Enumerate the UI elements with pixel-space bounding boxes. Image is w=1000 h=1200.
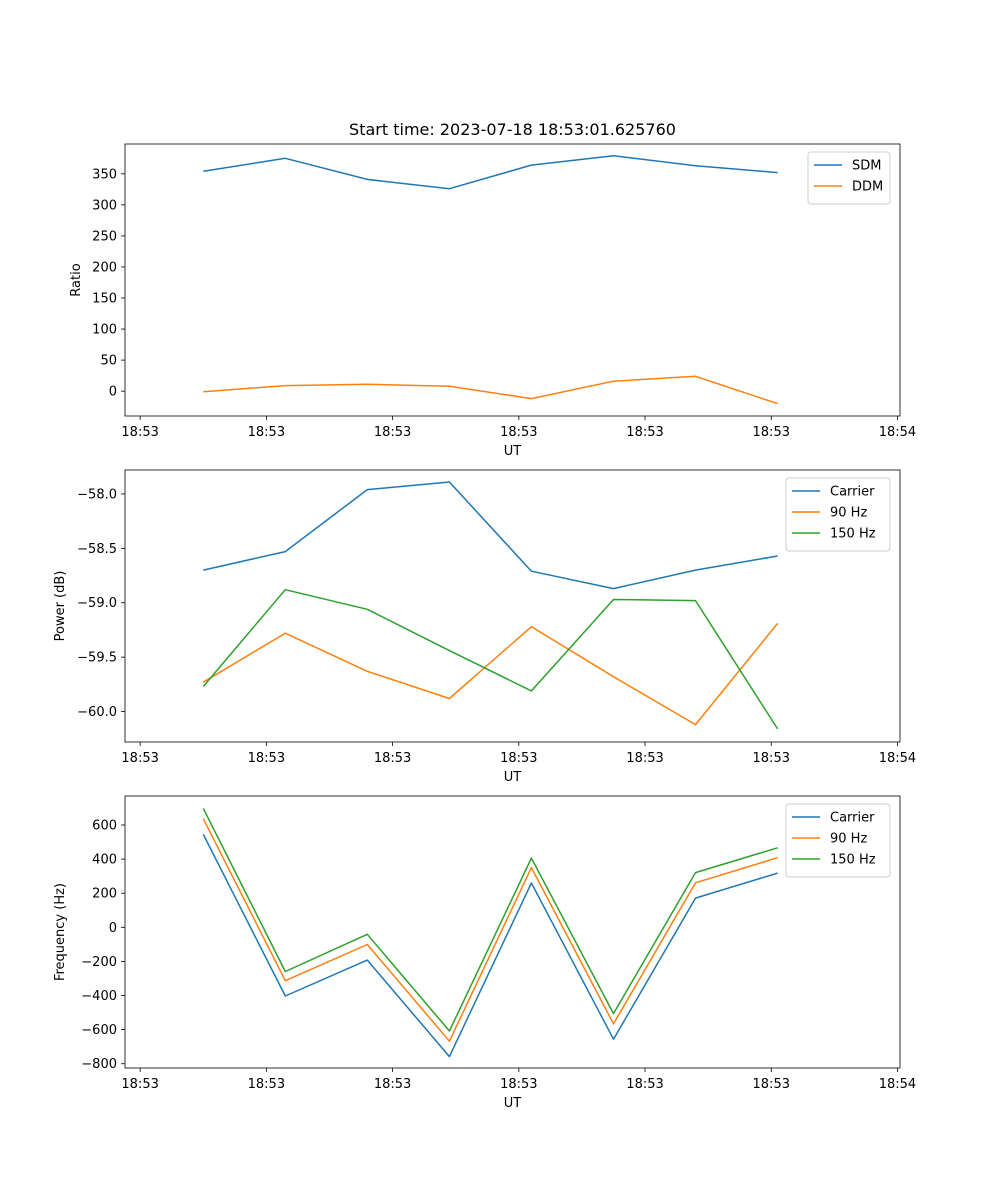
x-tick-label: 18:53 (248, 751, 285, 766)
y-axis-label: Power (dB) (53, 571, 68, 642)
y-tick-label: 50 (100, 354, 117, 369)
y-tick-label: 150 (92, 292, 117, 307)
legend-label: 150 Hz (830, 527, 876, 542)
series-line-ddm (203, 375, 778, 405)
x-axis-label: UT (504, 1096, 522, 1111)
series-line-90-hz (202, 818, 778, 1042)
legend-label: Carrier (830, 485, 875, 500)
y-tick-label: 600 (92, 818, 117, 833)
x-tick-label: 18:53 (374, 751, 411, 766)
y-tick-label: −60.0 (77, 705, 117, 720)
x-tick-label: 18:54 (879, 425, 916, 440)
y-tick-label: 300 (92, 198, 117, 213)
x-tick-label: 18:53 (753, 425, 790, 440)
series-line-150-hz (202, 588, 779, 730)
x-tick-label: 18:53 (626, 1077, 663, 1092)
series-line-150-hz (202, 808, 778, 1032)
y-tick-label: 0 (109, 385, 117, 400)
axes-frame (124, 795, 901, 1069)
x-tick-label: 18:53 (121, 751, 158, 766)
x-tick-label: 18:53 (626, 425, 663, 440)
y-tick-label: 200 (92, 887, 117, 902)
panel-2: 18:53 18:53 18:53 18:53 18:53 18:53 18:54 −60.0… (53, 469, 916, 785)
x-tick-label: 18:53 (753, 1077, 790, 1092)
x-tick-label: 18:53 (753, 751, 790, 766)
series-line-carrier (202, 834, 778, 1058)
y-tick-label: −58.0 (77, 487, 117, 502)
x-tick-label: 18:53 (248, 425, 285, 440)
x-axis-label: UT (504, 770, 522, 785)
x-tick-label: 18:53 (500, 425, 537, 440)
x-tick-label: 18:53 (248, 1077, 285, 1092)
legend-label: DDM (852, 180, 883, 195)
x-tick-label: 18:54 (879, 751, 916, 766)
legend-label: SDM (852, 159, 881, 174)
legend-label: 90 Hz (830, 506, 867, 521)
legend: Carrier 90 Hz 150 Hz (785, 477, 891, 552)
y-tick-label: −59.5 (77, 651, 117, 666)
y-tick-label: 250 (92, 229, 117, 244)
panel-1: 18:53 18:53 18:53 18:53 18:53 18:53 18:54 0 50 10… (69, 143, 916, 459)
y-axis-label: Ratio (69, 263, 84, 296)
x-axis-label: UT (504, 444, 522, 459)
y-tick-label: −58.5 (77, 542, 117, 557)
x-tick-label: 18:53 (500, 1077, 537, 1092)
legend: Carrier 90 Hz 150 Hz (785, 803, 891, 878)
chart-title: Start time: 2023-07-18 18:53:01.625760 (349, 120, 676, 139)
y-tick-label: 200 (92, 260, 117, 275)
x-tick-label: 18:54 (879, 1077, 916, 1092)
x-tick-label: 18:53 (121, 1077, 158, 1092)
y-tick-label: 350 (92, 167, 117, 182)
y-tick-label: −59.0 (77, 596, 117, 611)
series-line-carrier (203, 481, 778, 590)
legend: SDM DDM (807, 151, 891, 205)
y-tick-label: 0 (109, 921, 117, 936)
y-tick-label: −400 (81, 989, 117, 1004)
x-tick-label: 18:53 (374, 1077, 411, 1092)
y-tick-label: −800 (81, 1057, 117, 1072)
y-tick-label: 400 (92, 853, 117, 868)
legend-label: 150 Hz (830, 853, 876, 868)
x-tick-label: 18:53 (626, 751, 663, 766)
y-tick-label: 100 (92, 323, 117, 338)
y-axis-label: Frequency (Hz) (53, 883, 68, 981)
x-tick-label: 18:53 (500, 751, 537, 766)
panel-3: 18:53 18:53 18:53 18:53 18:53 18:53 18:54 −800 −… (53, 795, 916, 1111)
y-tick-label: −600 (81, 1023, 117, 1038)
axes-frame (124, 469, 901, 743)
series-line-sdm (203, 155, 778, 190)
y-tick-label: −200 (81, 955, 117, 970)
x-tick-label: 18:53 (121, 425, 158, 440)
legend-label: Carrier (830, 811, 875, 826)
axes-frame (124, 143, 901, 417)
series-line-90-hz (202, 622, 779, 726)
x-tick-label: 18:53 (374, 425, 411, 440)
legend-label: 90 Hz (830, 832, 867, 847)
